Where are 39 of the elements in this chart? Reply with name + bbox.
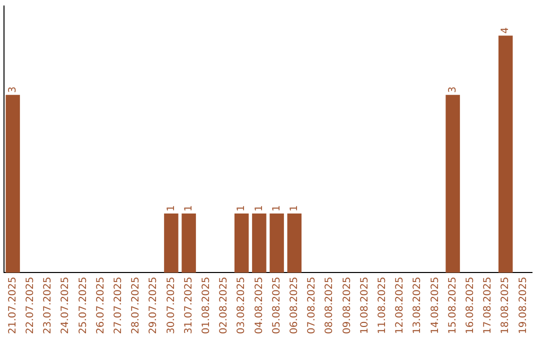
data-label: 4 [500, 27, 512, 34]
x-tick-label: 27.07.2025 [112, 276, 124, 334]
x-tick-label: 19.08.2025 [518, 276, 529, 334]
data-label: 3 [7, 86, 18, 93]
x-tick-label: 24.07.2025 [60, 276, 72, 334]
x-tick-label: 05.08.2025 [271, 276, 282, 334]
x-tick-label: 28.07.2025 [130, 276, 142, 334]
x-tick-label: 14.08.2025 [430, 276, 441, 334]
x-tick-label: 11.08.2025 [376, 276, 388, 334]
x-tick-label: 02.08.2025 [218, 276, 230, 334]
x-tick-label: 21.07.2025 [7, 276, 18, 334]
x-tick-label: 23.07.2025 [42, 276, 54, 334]
x-tick-label: 03.08.2025 [236, 276, 248, 334]
x-tick-label: 01.08.2025 [200, 276, 212, 334]
x-tick-label: 16.08.2025 [464, 276, 476, 334]
x-tick-label: 15.08.2025 [447, 276, 458, 334]
x-tick-label: 17.08.2025 [482, 276, 494, 334]
x-tick-label: 09.08.2025 [342, 276, 353, 334]
data-label: 1 [236, 205, 248, 212]
x-tick-label: 12.08.2025 [394, 276, 406, 334]
data-label: 1 [183, 205, 194, 212]
x-tick-label: 06.08.2025 [288, 276, 300, 334]
x-tick-label: 22.07.2025 [24, 276, 36, 334]
data-label: 1 [254, 205, 265, 212]
x-tick-label: 25.07.2025 [78, 276, 89, 334]
data-label: 1 [271, 205, 282, 212]
x-tick-label: 08.08.2025 [324, 276, 336, 334]
data-label: 1 [288, 205, 300, 212]
x-tick-label: 29.07.2025 [148, 276, 160, 334]
x-tick-label: 31.07.2025 [183, 276, 194, 334]
x-tick-label: 07.08.2025 [306, 276, 318, 334]
x-tick-label: 26.07.2025 [95, 276, 106, 334]
x-tick-label: 18.08.2025 [500, 276, 512, 334]
x-tick-label: 13.08.2025 [412, 276, 424, 334]
x-tick-label: 04.08.2025 [254, 276, 265, 334]
data-label: 1 [166, 205, 177, 212]
x-tick-label: 10.08.2025 [359, 276, 370, 334]
data-label: 3 [447, 86, 458, 93]
x-tick-label: 30.07.2025 [166, 276, 177, 334]
